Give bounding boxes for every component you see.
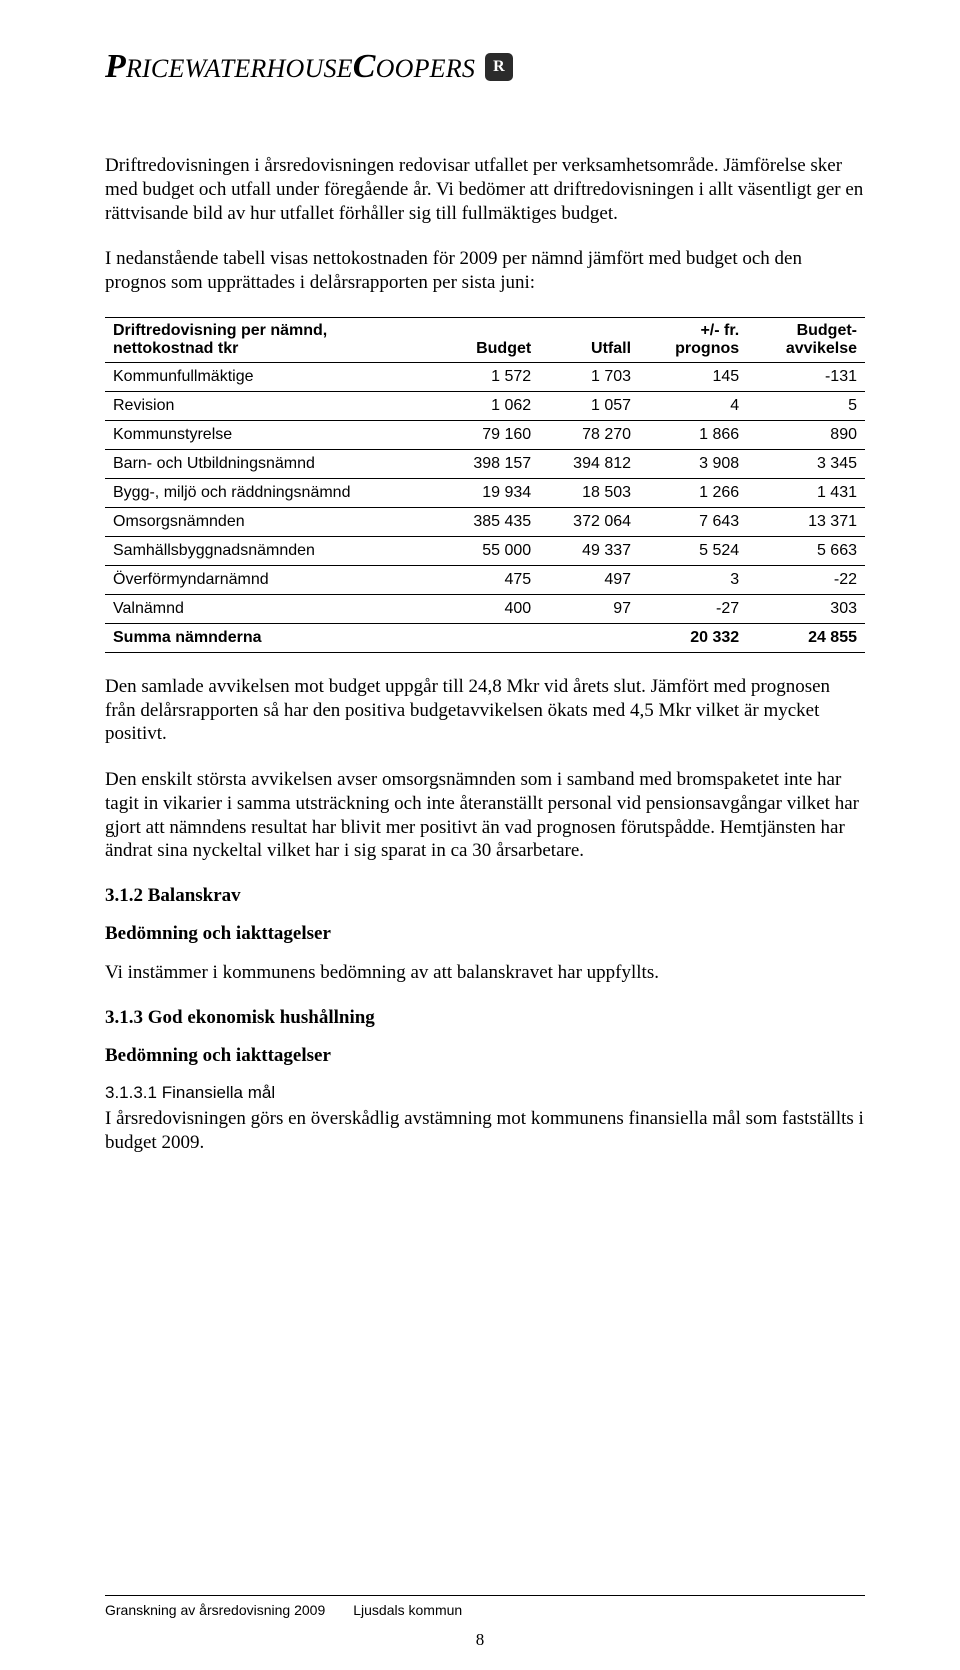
cell-label: Valnämnd: [105, 594, 439, 623]
table: Driftredovisning per nämnd, nettokostnad…: [105, 317, 865, 653]
cell-budget: 55 000: [439, 536, 539, 565]
paragraph: I årsredovisningen görs en överskådlig a…: [105, 1107, 865, 1155]
table-row: Samhällsbyggnadsnämnden55 00049 3375 524…: [105, 536, 865, 565]
cell-label: Kommunstyrelse: [105, 420, 439, 449]
drift-table: Driftredovisning per nämnd, nettokostnad…: [105, 317, 865, 653]
cell-utfall: 1 703: [539, 362, 639, 391]
cell-label: Samhällsbyggnadsnämnden: [105, 536, 439, 565]
paragraph: Den enskilt största avvikelsen avser oms…: [105, 768, 865, 863]
cell-utfall: 97: [539, 594, 639, 623]
cell-budget: [439, 623, 539, 652]
cell-prognos: 7 643: [639, 507, 747, 536]
cell-label: Omsorgsnämnden: [105, 507, 439, 536]
cell-utfall: 49 337: [539, 536, 639, 565]
cell-prognos: 5 524: [639, 536, 747, 565]
brand-wordmark: PRICEWATERHOUSECOOPERS: [105, 48, 475, 86]
cell-budget: 475: [439, 565, 539, 594]
page: PRICEWATERHOUSECOOPERS R Driftredovisnin…: [0, 0, 960, 1670]
paragraph: Den samlade avvikelsen mot budget uppgår…: [105, 675, 865, 746]
table-row: Valnämnd40097-27303: [105, 594, 865, 623]
cell-utfall: 1 057: [539, 391, 639, 420]
paragraph: Driftredovisningen i årsredovisningen re…: [105, 154, 865, 225]
brand-logo: PRICEWATERHOUSECOOPERS R: [105, 48, 865, 86]
table-row: Kommunfullmäktige1 5721 703145-131: [105, 362, 865, 391]
table-row: Bygg-, miljö och räddningsnämnd19 93418 …: [105, 478, 865, 507]
cell-label: Överförmyndarnämnd: [105, 565, 439, 594]
section-heading-3-1-3: 3.1.3 God ekonomisk hushållning: [105, 1007, 865, 1029]
table-total-row: Summa nämnderna 20 33224 855: [105, 623, 865, 652]
cell-prognos: 1 866: [639, 420, 747, 449]
col-header: +/- fr. prognos: [639, 317, 747, 362]
cell-prognos: 4: [639, 391, 747, 420]
cell-prognos: 3: [639, 565, 747, 594]
cell-avvik: 24 855: [747, 623, 865, 652]
cell-prognos: 3 908: [639, 449, 747, 478]
cell-budget: 398 157: [439, 449, 539, 478]
cell-prognos: 1 266: [639, 478, 747, 507]
cell-avvik: 1 431: [747, 478, 865, 507]
cell-budget: 400: [439, 594, 539, 623]
table-row: Överförmyndarnämnd4754973-22: [105, 565, 865, 594]
cell-utfall: 394 812: [539, 449, 639, 478]
cell-avvik: 303: [747, 594, 865, 623]
cell-utfall: [539, 623, 639, 652]
cell-avvik: 890: [747, 420, 865, 449]
cell-avvik: 5 663: [747, 536, 865, 565]
cell-avvik: 13 371: [747, 507, 865, 536]
table-row: Kommunstyrelse79 16078 2701 866890: [105, 420, 865, 449]
cell-utfall: 497: [539, 565, 639, 594]
cell-avvik: 5: [747, 391, 865, 420]
brand-badge-icon: R: [485, 53, 513, 81]
table-body: Kommunfullmäktige1 5721 703145-131Revisi…: [105, 362, 865, 652]
col-header: Budget: [439, 317, 539, 362]
cell-utfall: 78 270: [539, 420, 639, 449]
page-number: 8: [0, 1630, 960, 1650]
subheading: Bedömning och iakttagelser: [105, 923, 865, 945]
table-row: Barn- och Utbildningsnämnd398 157394 812…: [105, 449, 865, 478]
col-header: Utfall: [539, 317, 639, 362]
cell-avvik: -22: [747, 565, 865, 594]
cell-prognos: 20 332: [639, 623, 747, 652]
cell-budget: 385 435: [439, 507, 539, 536]
cell-label: Kommunfullmäktige: [105, 362, 439, 391]
cell-budget: 1 062: [439, 391, 539, 420]
col-header: Budget- avvikelse: [747, 317, 865, 362]
paragraph: I nedanstående tabell visas nettokostnad…: [105, 247, 865, 295]
cell-budget: 79 160: [439, 420, 539, 449]
section-heading-3-1-2: 3.1.2 Balanskrav: [105, 885, 865, 907]
paragraph: Vi instämmer i kommunens bedömning av at…: [105, 961, 865, 985]
subheading: Bedömning och iakttagelser: [105, 1045, 865, 1067]
table-head: Driftredovisning per nämnd, nettokostnad…: [105, 317, 865, 362]
section-heading-3-1-3-1: 3.1.3.1 Finansiella mål: [105, 1083, 865, 1103]
cell-avvik: -131: [747, 362, 865, 391]
cell-avvik: 3 345: [747, 449, 865, 478]
cell-label: Summa nämnderna: [105, 623, 439, 652]
footer-left: Granskning av årsredovisning 2009: [105, 1602, 325, 1618]
page-footer: Granskning av årsredovisning 2009 Ljusda…: [105, 1595, 865, 1618]
cell-prognos: 145: [639, 362, 747, 391]
footer-mid: Ljusdals kommun: [353, 1602, 462, 1618]
cell-label: Bygg-, miljö och räddningsnämnd: [105, 478, 439, 507]
table-row: Revision1 0621 05745: [105, 391, 865, 420]
col-header: Driftredovisning per nämnd, nettokostnad…: [105, 317, 439, 362]
cell-budget: 19 934: [439, 478, 539, 507]
cell-utfall: 372 064: [539, 507, 639, 536]
cell-utfall: 18 503: [539, 478, 639, 507]
cell-label: Revision: [105, 391, 439, 420]
cell-budget: 1 572: [439, 362, 539, 391]
cell-prognos: -27: [639, 594, 747, 623]
cell-label: Barn- och Utbildningsnämnd: [105, 449, 439, 478]
table-row: Omsorgsnämnden385 435372 0647 64313 371: [105, 507, 865, 536]
